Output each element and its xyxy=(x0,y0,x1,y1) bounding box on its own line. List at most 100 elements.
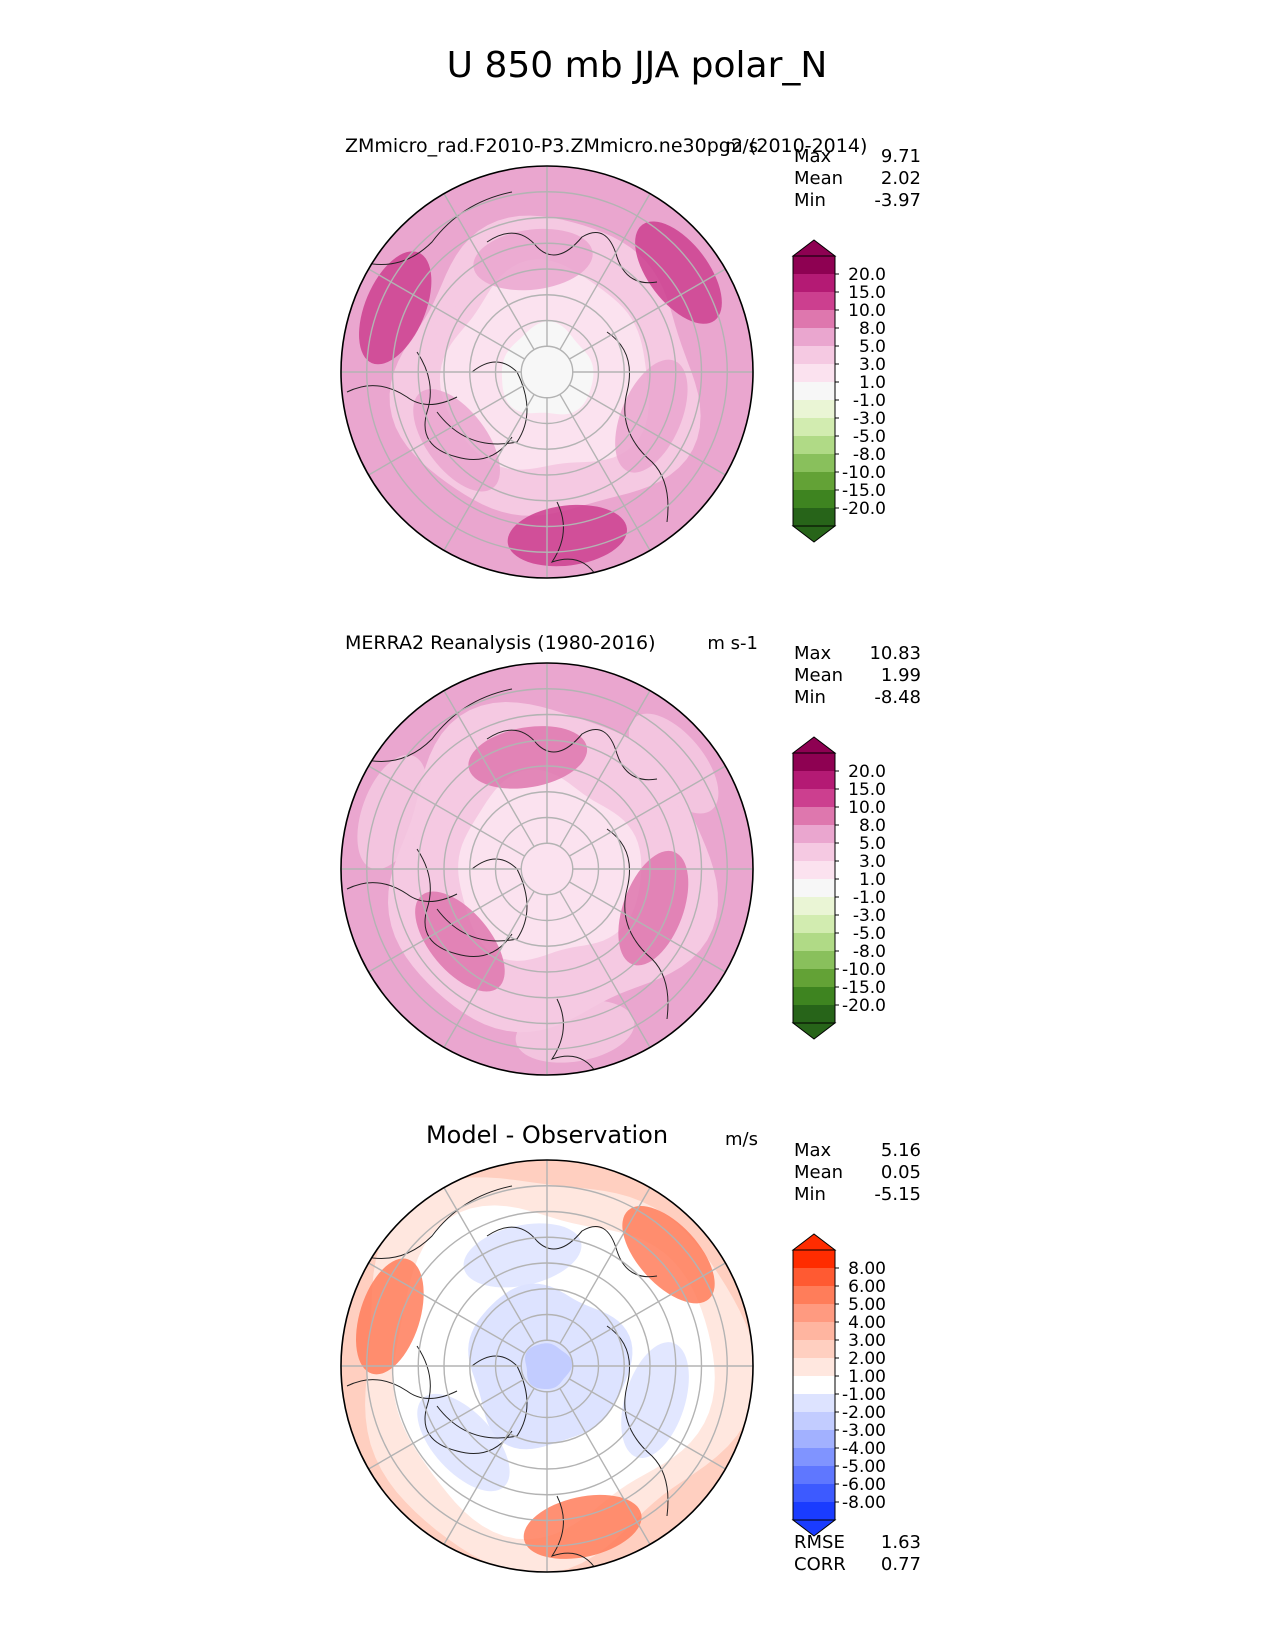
stat-value-max: 10.83 xyxy=(869,643,921,664)
anomaly-patch xyxy=(635,221,722,324)
colorbar-segment xyxy=(793,1268,835,1286)
colorbar-extend-min xyxy=(791,1022,837,1040)
anomaly-patch xyxy=(628,713,719,814)
colorbar-tick-label: -15.0 xyxy=(842,978,886,998)
colorbar-segment xyxy=(793,1358,835,1376)
colorbar-tick-label: 10.0 xyxy=(848,301,886,321)
coastline xyxy=(606,828,669,1020)
colorbar-segment xyxy=(793,969,835,987)
coastline xyxy=(346,1379,458,1399)
coastline xyxy=(346,385,458,405)
units-label: m s-1 xyxy=(707,633,758,654)
map-field xyxy=(341,1160,753,1572)
colorbar-tick-label: 8.00 xyxy=(848,1259,886,1279)
anomaly-patch xyxy=(621,1342,689,1459)
colorbar-segment xyxy=(793,454,835,472)
colorbar-segment xyxy=(793,951,835,969)
colorbar-tick-label: -1.0 xyxy=(853,391,886,411)
colorbar-segment xyxy=(793,861,835,879)
colorbar-tick-label: 5.00 xyxy=(848,1295,886,1315)
colorbar-extend-max xyxy=(791,1233,837,1251)
anomaly-patch xyxy=(523,1494,642,1559)
units-label: m/s xyxy=(725,1129,758,1150)
colorbar-tick-label: -1.0 xyxy=(853,888,886,908)
panel-2: MERRA2 Reanalysis (1980-2016) m s-1 Max 10.… xyxy=(340,632,921,1076)
meridian-line xyxy=(559,1187,651,1345)
meridian-line xyxy=(559,890,651,1048)
colorbar-segment xyxy=(793,987,835,1005)
meridian-line xyxy=(568,765,726,857)
colorbar-segment xyxy=(793,1502,835,1520)
coastline xyxy=(550,998,598,1075)
colorbar-segment xyxy=(793,789,835,807)
meridian-line xyxy=(443,193,535,351)
stat-label-mean: Mean xyxy=(794,665,843,686)
colorbar-segment xyxy=(793,364,835,382)
colorbar-tick-label: -20.0 xyxy=(842,996,886,1016)
colorbar-extend-max xyxy=(791,239,837,257)
meridian-line xyxy=(559,1387,651,1545)
colorbar-segment xyxy=(793,346,835,364)
stat-label-mean: Mean xyxy=(794,1162,843,1183)
meridian-line xyxy=(559,690,651,848)
anomaly-patch xyxy=(507,504,627,567)
meridian-line xyxy=(368,765,526,857)
colorbar-tick-label: -6.00 xyxy=(842,1475,886,1495)
figure-title: U 850 mb JJA polar_N xyxy=(447,45,828,86)
stat-value-max: 5.16 xyxy=(881,1140,921,1161)
colorbar-tick-label: 10.0 xyxy=(848,798,886,818)
colorbar-extend-max xyxy=(791,736,837,754)
colorbar-segment xyxy=(793,382,835,400)
anomaly-patch xyxy=(615,359,688,473)
contour-band xyxy=(535,359,559,383)
colorbar-segment xyxy=(793,807,835,825)
coastline xyxy=(346,882,458,902)
stat-value-max: 9.71 xyxy=(881,146,921,167)
meridian-line xyxy=(368,881,526,973)
meridian-line xyxy=(443,393,535,551)
colorbar-segment xyxy=(793,508,835,526)
stat-value-mean: 2.02 xyxy=(881,168,921,189)
meridian-line xyxy=(568,384,726,476)
contour-band xyxy=(536,1354,560,1378)
coastline xyxy=(550,501,598,578)
colorbar: 20.015.010.08.05.03.01.0-1.0-3.0-5.0-8.0… xyxy=(791,736,886,1040)
colorbar-segment xyxy=(793,771,835,789)
colorbar-segment xyxy=(793,400,835,418)
colorbar-segment xyxy=(793,1005,835,1023)
colorbar-segment xyxy=(793,256,835,274)
stat-label-min: Min xyxy=(794,1184,826,1205)
colorbar-tick-label: 5.0 xyxy=(859,834,886,854)
colorbar-segment xyxy=(793,825,835,843)
colorbar-segment xyxy=(793,1412,835,1430)
colorbar-segment xyxy=(793,418,835,436)
stat-value-min: -5.15 xyxy=(874,1184,921,1205)
coastline xyxy=(361,191,513,265)
colorbar-segment xyxy=(793,1484,835,1502)
meridian-line xyxy=(368,268,526,360)
coastline xyxy=(361,1185,513,1259)
stat-label-max: Max xyxy=(794,1140,832,1161)
anomaly-patch xyxy=(359,251,432,365)
colorbar-segment xyxy=(793,843,835,861)
map-field xyxy=(341,166,753,578)
colorbar-segment xyxy=(793,1430,835,1448)
meridian-line xyxy=(368,1378,526,1470)
colorbar-tick-label: 20.0 xyxy=(848,265,886,285)
stat-value-rmse: 1.63 xyxy=(881,1532,921,1553)
stat-label-rmse: RMSE xyxy=(794,1532,845,1553)
panel-1: ZMmicro_rad.F2010-P3.ZMmicro.ne30pg2 (20… xyxy=(340,135,921,579)
colorbar-segment xyxy=(793,1376,835,1394)
colorbar-tick-label: -5.00 xyxy=(842,1457,886,1477)
anomaly-patch xyxy=(413,389,500,492)
colorbar-tick-label: 1.00 xyxy=(848,1367,886,1387)
contour-band xyxy=(536,857,560,880)
coastline xyxy=(486,232,658,284)
meridian-line xyxy=(443,690,535,848)
panel-3: Model - Observation m/s Max 5.16 Mean 0.05 Min… xyxy=(340,1121,921,1575)
anomaly-patch xyxy=(468,726,588,789)
map-field xyxy=(341,663,753,1075)
colorbar-tick-label: 5.0 xyxy=(859,337,886,357)
colorbar-tick-label: 1.0 xyxy=(859,870,886,890)
stat-label-min: Min xyxy=(794,190,826,211)
